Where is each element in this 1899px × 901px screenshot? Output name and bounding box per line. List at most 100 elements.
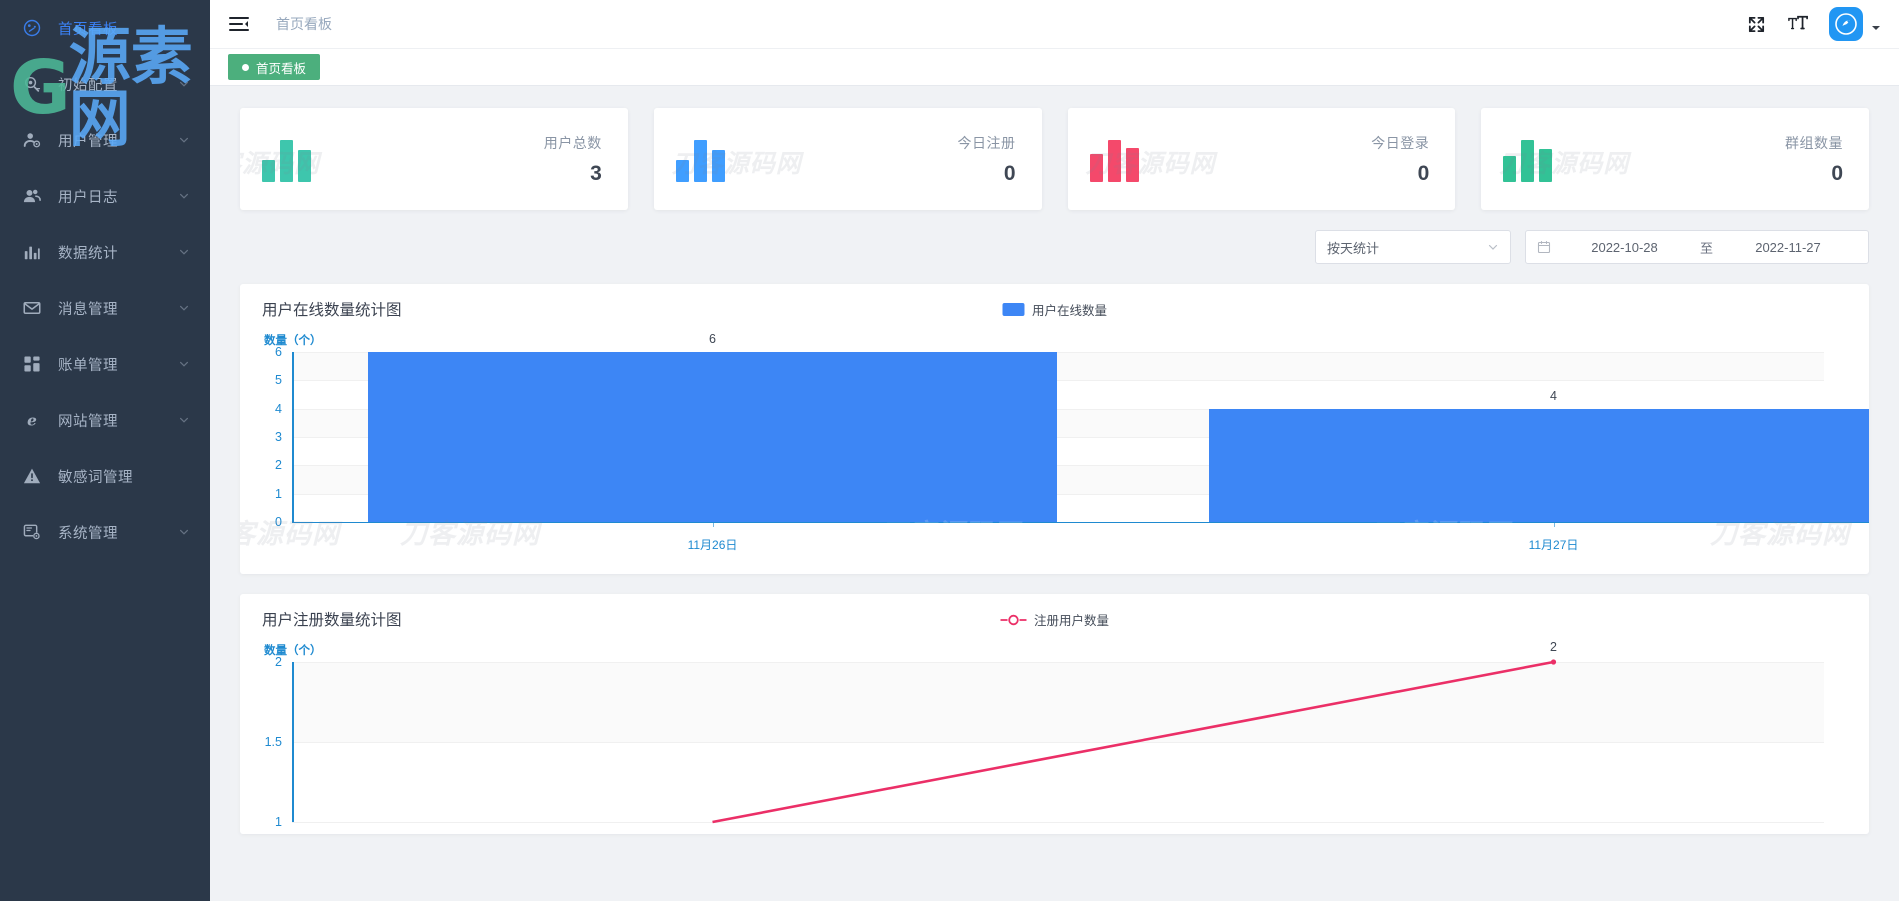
y-tick-label: 6	[275, 345, 282, 359]
sidebar-item-label: 账单管理	[58, 357, 118, 374]
stat-card-2[interactable]: 今日登录 0 刀客源码网	[1067, 108, 1456, 210]
line-series-path	[712, 659, 1557, 824]
stat-card-0[interactable]: 用户总数3刀客源码网	[240, 108, 628, 210]
legend-label-2: 注册用户数量	[1033, 614, 1110, 628]
card-bars-icon	[262, 136, 311, 182]
card-bar	[1125, 148, 1139, 182]
tab-home-dashboard[interactable]: 首页看板	[228, 54, 321, 80]
card-value: 3	[590, 161, 602, 185]
sidebar-item-8[interactable]: 敏感词管理	[0, 448, 210, 504]
caret-down-icon[interactable]	[1871, 19, 1881, 30]
line-data-label: 2	[1550, 640, 1557, 654]
sidebar-item-label: 系统管理	[58, 525, 118, 542]
y-tick-label: 1	[275, 486, 282, 501]
card-title: 用户总数	[543, 134, 602, 151]
y-axis-name: 数量（个）	[264, 335, 322, 347]
sidebar-nav: 首页看板初始配置用户管理用户日志数据统计消息管理账单管理 e 网站管理 敏感词管理系统…	[0, 0, 210, 560]
fullscreen-expand-icon[interactable]	[1745, 13, 1767, 35]
card-bars-icon	[1089, 136, 1139, 182]
legend-label: 用户在线数量	[1031, 304, 1108, 318]
card-bar	[1539, 149, 1553, 182]
hamburger-collapse-icon[interactable]	[228, 13, 250, 35]
x-tick-mark	[712, 522, 714, 527]
sidebar-item-5[interactable]: 消息管理	[0, 280, 210, 336]
bar-chart[interactable]: 6543210数量（个）时间611月26日411月27日刀客源码网刀客源码网刀客…	[240, 330, 1869, 574]
chart-header: 用户在线数量统计图 用户在线数量	[240, 284, 1869, 330]
user-avatar-icon[interactable]	[1829, 7, 1863, 41]
content-area: 用户总数3刀客源码网今日注册0刀客源码网今日登录0刀客源码网群组数量0刀客源码网…	[210, 86, 1899, 901]
chart-gridline	[292, 662, 1824, 663]
grid-icon	[22, 354, 42, 374]
card-bars-icon	[1503, 136, 1553, 182]
card-bar	[675, 160, 689, 182]
x-axis-line	[292, 522, 1869, 523]
chart-title: 用户在线数量统计图	[262, 302, 402, 319]
date-end-input[interactable]: 2022-11-27	[1755, 239, 1821, 255]
sidebar-item-6[interactable]: 账单管理	[0, 336, 210, 392]
card-meta: 用户总数 3	[544, 133, 602, 186]
x-tick-label: 11月26日	[687, 538, 738, 552]
chart-gridline	[292, 465, 1824, 467]
card-meta: 群组数量 0	[1785, 133, 1843, 186]
stat-card-3[interactable]: 群组数量 0 刀客源码网	[1481, 108, 1869, 210]
chevron-down-icon	[178, 414, 190, 426]
chart-bar[interactable]	[367, 352, 1058, 522]
system-gear-icon	[22, 522, 42, 542]
card-value: 0	[1417, 161, 1430, 185]
y-tick-label: 4	[275, 401, 282, 416]
topbar-actions	[1745, 7, 1881, 41]
text-size-icon[interactable]	[1787, 13, 1809, 35]
card-bar	[1089, 154, 1103, 182]
sidebar-item-label: 首页看板	[58, 21, 118, 38]
card-bar	[298, 150, 311, 182]
filter-bar: 按天统计 2022-10-28 至 2022-11-27	[240, 230, 1869, 264]
chart-header-2: 用户注册数量统计图 注册用户数量	[240, 594, 1869, 640]
chevron-down-icon	[178, 134, 190, 146]
sidebar-item-label: 初始配置	[58, 77, 118, 94]
stat-card-1[interactable]: 今日注册 0 刀客源码网	[653, 108, 1042, 210]
sidebar-item-4[interactable]: 数据统计	[0, 224, 210, 280]
chart-legend[interactable]: 用户在线数量	[1001, 300, 1108, 319]
granularity-select[interactable]: 按天统计	[1315, 230, 1511, 264]
tab-active-dot-icon	[242, 63, 249, 71]
sidebar-item-3[interactable]: 用户日志	[0, 168, 210, 224]
chart-gridline	[292, 822, 1824, 823]
sidebar-item-7[interactable]: e 网站管理	[0, 392, 210, 448]
chart-gridline	[292, 742, 1824, 743]
dashboard-icon	[22, 18, 42, 38]
sidebar-item-label: 用户管理	[58, 133, 118, 150]
registered-users-chart-panel: 用户注册数量统计图 注册用户数量 2 1.5 1 数量（个） 2	[240, 594, 1869, 834]
chart-gridline	[292, 380, 1824, 382]
chart-legend-2[interactable]: 注册用户数量	[999, 610, 1110, 629]
date-start-input[interactable]: 2022-10-28	[1591, 239, 1658, 255]
sidebar-item-9[interactable]: 系统管理	[0, 504, 210, 560]
topbar: 首页看板	[210, 0, 1899, 48]
card-bar	[711, 150, 725, 182]
card-meta: 今日登录 0	[1371, 133, 1429, 186]
chart-bar[interactable]	[1208, 408, 1869, 522]
user-gear-icon	[22, 130, 42, 150]
sidebar-item-label: 消息管理	[58, 301, 118, 318]
sidebar-item-0[interactable]: 首页看板	[0, 0, 210, 56]
chart-gridline	[292, 408, 1824, 410]
sidebar-item-label: 数据统计	[58, 245, 118, 262]
sidebar-item-label: 用户日志	[58, 189, 118, 206]
y-tick-label: 3	[275, 430, 282, 444]
sidebar-item-1[interactable]: 初始配置	[0, 56, 210, 112]
chevron-down-icon	[178, 190, 190, 202]
gear-search-icon	[22, 74, 42, 94]
calendar-icon	[1537, 240, 1551, 254]
legend-swatch	[1001, 303, 1024, 316]
card-title: 群组数量	[1785, 134, 1843, 151]
sidebar-item-2[interactable]: 用户管理	[0, 112, 210, 168]
date-range-picker[interactable]: 2022-10-28 至 2022-11-27	[1525, 230, 1869, 264]
warning-icon	[22, 466, 42, 486]
chevron-down-icon	[178, 246, 190, 258]
granularity-value: 按天统计	[1327, 240, 1380, 256]
browser-e-icon: e	[22, 410, 42, 430]
line-chart[interactable]: 2 1.5 1 数量（个） 2	[240, 640, 1869, 834]
chevron-down-icon	[178, 526, 190, 538]
chevron-down-icon	[178, 78, 190, 90]
y-tick-label: 2	[275, 655, 282, 669]
